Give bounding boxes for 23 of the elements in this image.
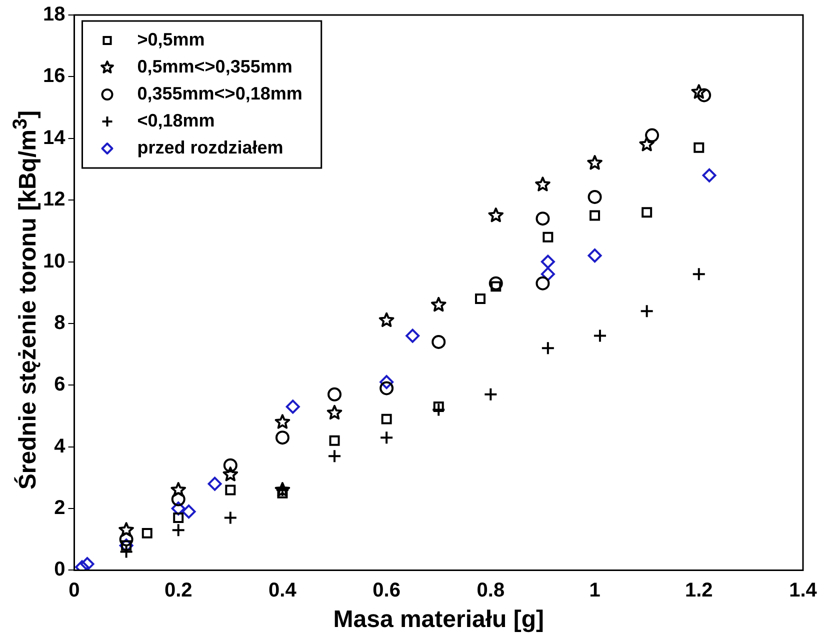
legend-label: 0,5mm<>0,355mm — [137, 56, 292, 76]
x-tick-label: 0.8 — [476, 580, 505, 602]
y-tick-label: 16 — [42, 65, 66, 88]
x-tick-label: 1.4 — [789, 580, 818, 602]
x-tick-label: 0.6 — [372, 580, 400, 602]
legend-label: <0,18mm — [137, 110, 215, 130]
y-tick-label: 4 — [54, 435, 66, 458]
x-tick-label: 1.2 — [684, 580, 713, 602]
y-tick-label: 10 — [42, 250, 66, 272]
y-tick-label: 8 — [54, 312, 66, 334]
y-tick-label: 6 — [54, 374, 66, 396]
y-tick-label: 12 — [42, 188, 66, 211]
x-tick-label: 0.2 — [164, 580, 192, 602]
legend-label: >0,5mm — [137, 29, 205, 50]
y-tick-label: 2 — [54, 497, 66, 520]
x-tick-label: 0.4 — [268, 580, 298, 602]
x-axis-title: Masa materiału [g] — [333, 606, 544, 634]
legend-label: 0,355mm<>0,18mm — [137, 83, 302, 104]
y-tick-label: 14 — [42, 126, 66, 149]
x-tick-label: 1 — [589, 580, 600, 602]
legend-label: przed rozdziałem — [137, 137, 284, 158]
y-tick-label: 18 — [42, 4, 66, 26]
y-tick-label: 0 — [54, 558, 66, 581]
